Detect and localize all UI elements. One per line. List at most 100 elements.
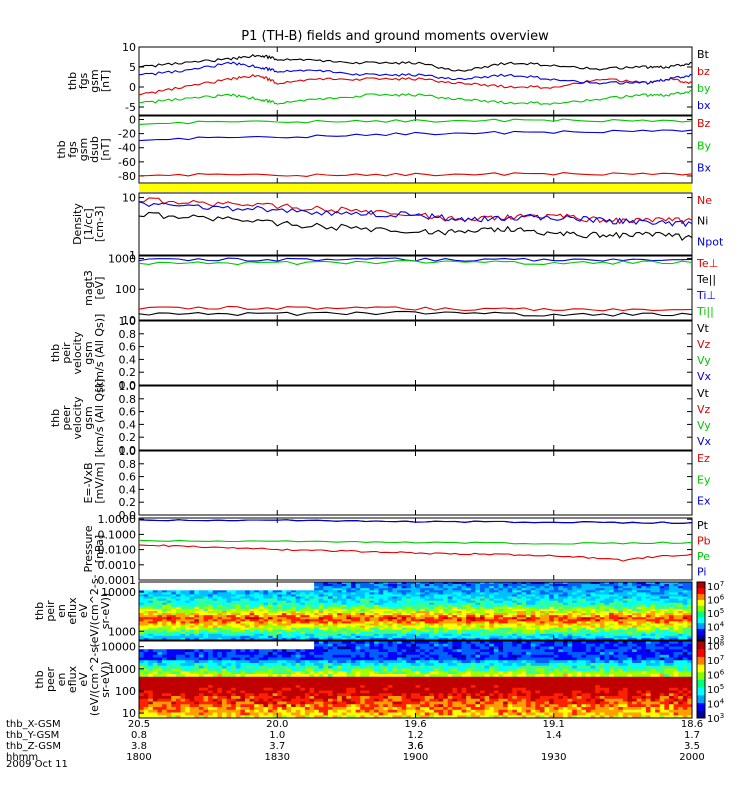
spectrogram-cell	[263, 598, 269, 602]
spectrogram-cell	[378, 615, 384, 618]
series-line-Bz	[138, 172, 693, 177]
spectrogram-cell	[678, 619, 684, 622]
spectrogram-cell	[143, 621, 149, 624]
spectrogram-cell	[323, 627, 329, 631]
spectrogram-cell	[452, 637, 458, 641]
spectrogram-cell	[544, 584, 550, 587]
spectrogram-cell	[392, 606, 398, 610]
spectrogram-cell	[484, 586, 490, 589]
spectrogram-cell	[576, 582, 582, 585]
spectrogram-cell	[180, 682, 186, 686]
spectrogram-cell	[489, 602, 495, 606]
spectrogram-cell	[258, 660, 264, 664]
y-axis-label: eV	[77, 603, 90, 618]
spectrogram-cell	[553, 584, 559, 587]
spectrogram-cell	[263, 671, 269, 675]
y-tick-label: 10	[122, 192, 136, 205]
spectrogram-cell	[244, 602, 250, 606]
spectrogram-cell	[503, 615, 509, 618]
spectrogram-cell	[244, 590, 250, 593]
spectrogram-cell	[171, 592, 177, 595]
spectrogram-cell	[263, 698, 269, 702]
spectrogram-cell	[461, 637, 467, 641]
spectrogram-cell	[337, 619, 343, 622]
spectrogram-cell	[470, 590, 476, 593]
spectrogram-cell	[360, 701, 366, 705]
spectrogram-cell	[406, 586, 412, 589]
colorbar-label: 103	[707, 634, 724, 647]
spectrogram-cell	[323, 690, 329, 694]
spectrogram-cell	[291, 707, 297, 711]
spectrogram-cell	[383, 635, 389, 639]
spectrogram-cell	[369, 627, 375, 631]
spectrogram-cell	[627, 586, 633, 589]
spectrogram-cell	[295, 613, 301, 616]
spectrogram-cell	[203, 665, 209, 669]
spectrogram-cell	[291, 625, 297, 628]
spectrogram-cell	[470, 619, 476, 622]
spectrogram-cell	[397, 657, 403, 661]
spectrogram-cell	[383, 592, 389, 595]
spectrogram-cell	[456, 635, 462, 639]
spectrogram-cell	[341, 715, 347, 719]
spectrogram-cell	[157, 623, 163, 626]
spectrogram-cell	[609, 623, 615, 626]
spectrogram-cell	[143, 663, 149, 667]
spectrogram-cell	[318, 584, 324, 587]
spectrogram-cell	[323, 582, 329, 585]
spectrogram-cell	[346, 594, 352, 597]
spectrogram-cell	[162, 687, 168, 691]
spectrogram-cell	[618, 637, 624, 641]
spectrogram-cell	[503, 590, 509, 593]
spectrogram-cell	[189, 631, 195, 635]
spectrogram-cell	[309, 590, 315, 593]
spectrogram-cell	[314, 676, 320, 680]
spectrogram-cell	[466, 606, 472, 610]
spectrogram-cell	[572, 629, 578, 633]
spectrogram-cell	[152, 696, 158, 700]
spectrogram-cell	[682, 611, 688, 614]
spectrogram-cell	[217, 712, 223, 716]
spectrogram-cell	[364, 687, 370, 691]
spectrogram-cell	[535, 635, 541, 639]
spectrogram-cell	[323, 709, 329, 713]
spectrogram-cell	[254, 707, 260, 711]
spectrogram-cell	[369, 631, 375, 635]
spectrogram-cell	[392, 604, 398, 608]
spectrogram-cell	[429, 623, 435, 626]
spectrogram-cell	[337, 602, 343, 606]
spectrogram-cell	[498, 592, 504, 595]
spectrogram-cell	[456, 602, 462, 606]
spectrogram-cell	[152, 592, 158, 595]
spectrogram-cell	[410, 621, 416, 624]
spectrogram-cell	[341, 586, 347, 589]
spectrogram-cell	[189, 652, 195, 656]
spectrogram-cell	[254, 690, 260, 694]
spectrogram-cell	[268, 674, 274, 678]
spectrogram-cell	[314, 668, 320, 672]
spectrogram-cell	[420, 606, 426, 610]
spectrogram-cell	[212, 633, 218, 637]
spectrogram-cell	[493, 631, 499, 635]
spectrogram-cell	[498, 602, 504, 606]
spectrogram-cell	[212, 657, 218, 661]
spectrogram-cell	[360, 641, 366, 645]
spectrogram-cell	[558, 600, 564, 604]
spectrogram-cell	[480, 608, 486, 612]
spectrogram-cell	[148, 602, 154, 606]
spectrogram-cell	[443, 590, 449, 593]
spectrogram-cell	[217, 606, 223, 610]
spectrogram-cell	[291, 698, 297, 702]
spectrogram-cell	[424, 606, 430, 610]
spectrogram-cell	[180, 687, 186, 691]
spectrogram-cell	[369, 606, 375, 610]
spectrogram-cell	[332, 652, 338, 656]
spectrogram-cell	[318, 627, 324, 631]
spectrogram-cell	[189, 637, 195, 641]
spectrogram-cell	[622, 637, 628, 641]
spectrogram-cell	[350, 671, 356, 675]
spectrogram-cell	[194, 627, 200, 631]
spectrogram-cell	[549, 586, 555, 589]
spectrogram-cell	[424, 604, 430, 608]
